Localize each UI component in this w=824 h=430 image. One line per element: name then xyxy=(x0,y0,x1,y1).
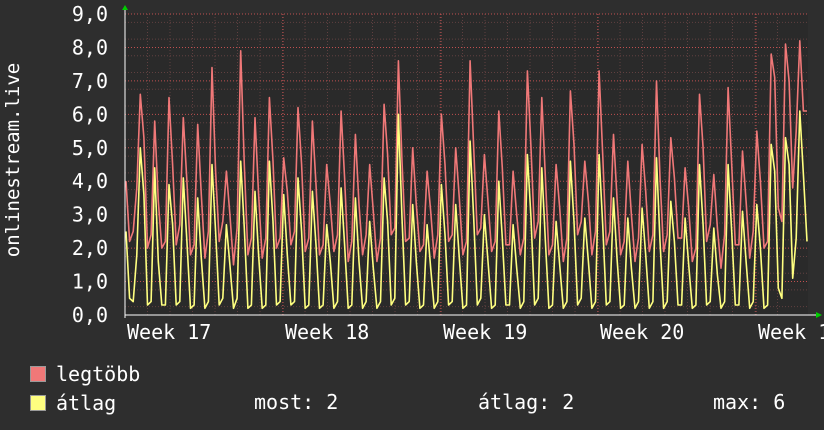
x-tick-label: Week 20 xyxy=(600,320,684,344)
stat-current: most: 2 xyxy=(254,390,339,414)
y-tick-label: 4,0 xyxy=(72,169,108,193)
series-line-1 xyxy=(125,110,808,310)
y-axis-label: onlinestream.live xyxy=(2,62,24,258)
legend-label-max: legtöbb xyxy=(56,362,141,386)
y-tick-label: 7,0 xyxy=(72,69,108,93)
legend-item-max: legtöbb xyxy=(30,362,140,386)
y-tick-label: 9,0 xyxy=(72,2,108,26)
y-axis-label-wrap: onlinestream.live xyxy=(0,10,26,310)
x-axis-arrow xyxy=(816,312,822,318)
y-tick-label: 3,0 xyxy=(72,203,108,227)
x-tick-label: Week 18 xyxy=(285,320,369,344)
y-axis-arrow xyxy=(122,5,128,10)
series-line-0 xyxy=(125,39,807,270)
stat-average: átlag: 2 xyxy=(478,390,575,414)
y-tick-label: 0,0 xyxy=(72,303,108,327)
y-tick-label: 8,0 xyxy=(72,35,108,59)
chart-svg: 0,0 1,0 2,0 3,0 4,0 5,0 6,0 7,0 8,0 9,0 Week 17 Wee… xyxy=(72,2,824,344)
x-tick-label: Week 17 xyxy=(127,320,211,344)
legend-swatch-avg xyxy=(30,395,46,411)
y-tick-label: 6,0 xyxy=(72,102,108,126)
stat-max: max: 6 xyxy=(713,390,786,414)
x-tick-label: Week 19 xyxy=(443,320,527,344)
y-tick-label: 1,0 xyxy=(72,270,108,294)
x-tick-label: Week 1 xyxy=(758,320,824,344)
y-tick-label: 5,0 xyxy=(72,136,108,160)
y-tick-label: 2,0 xyxy=(72,236,108,260)
legend-item-avg: átlag xyxy=(30,391,116,415)
legend-label-avg: átlag xyxy=(56,391,117,415)
legend-swatch-max xyxy=(30,366,46,382)
